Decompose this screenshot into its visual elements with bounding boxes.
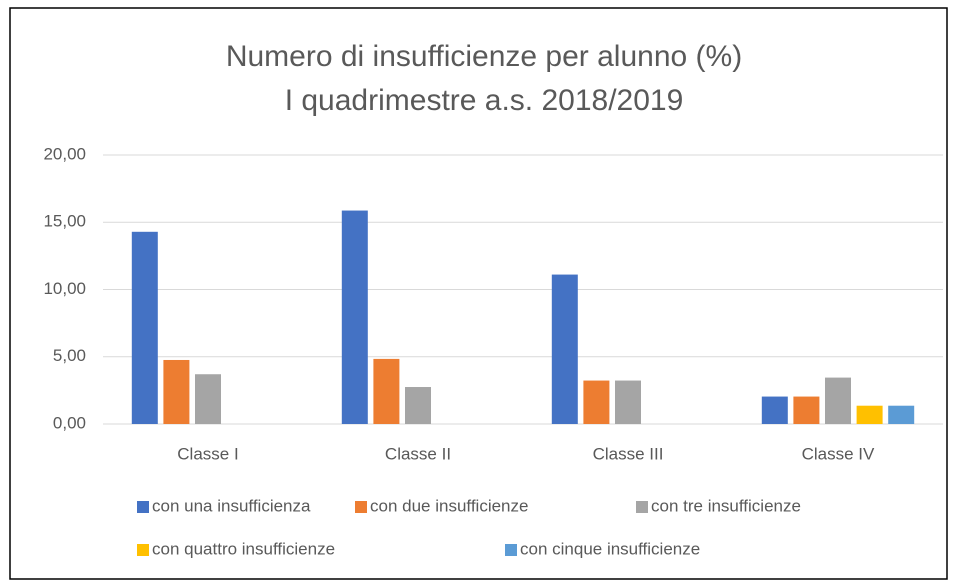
legend-swatch xyxy=(636,501,648,513)
chart-title: Numero di insufficienze per alunno (%) xyxy=(226,40,742,73)
bar xyxy=(825,377,851,424)
legend-label: con tre insufficienze xyxy=(651,496,801,515)
legend-label: con una insufficienza xyxy=(152,496,311,515)
y-tick-label: 5,00 xyxy=(53,346,86,365)
legend-swatch xyxy=(137,501,149,513)
y-tick-label: 10,00 xyxy=(43,279,86,298)
bar xyxy=(761,396,788,424)
bar xyxy=(373,358,400,424)
bar xyxy=(195,374,221,424)
bar xyxy=(341,210,368,424)
bar xyxy=(551,274,578,424)
bar xyxy=(163,359,190,424)
x-tick-label: Classe I xyxy=(177,444,238,463)
bar xyxy=(856,405,883,424)
legend-label: con quattro insufficienze xyxy=(152,539,335,558)
bar xyxy=(615,380,641,424)
legend-label: con due insufficienze xyxy=(370,496,528,515)
legend-label: con cinque insufficienze xyxy=(520,539,700,558)
bar xyxy=(405,387,431,424)
bar xyxy=(793,396,820,424)
bar xyxy=(888,405,915,424)
x-tick-label: Classe III xyxy=(593,444,664,463)
chart-border xyxy=(9,7,948,580)
y-tick-label: 20,00 xyxy=(43,144,86,163)
x-tick-label: Classe II xyxy=(385,444,451,463)
legend-swatch xyxy=(505,544,517,556)
legend-swatch xyxy=(137,544,149,556)
bar xyxy=(131,231,158,424)
y-tick-label: 0,00 xyxy=(53,413,86,432)
x-tick-label: Classe IV xyxy=(802,444,875,463)
legend-swatch xyxy=(355,501,367,513)
bar xyxy=(583,380,610,424)
chart-subtitle: I quadrimestre a.s. 2018/2019 xyxy=(285,84,684,117)
y-tick-label: 15,00 xyxy=(43,212,86,231)
